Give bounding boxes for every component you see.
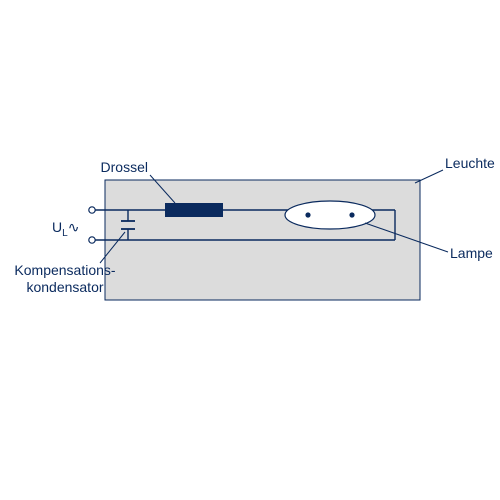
label-capacitor-line2: kondensator	[26, 279, 103, 295]
lamp	[285, 201, 375, 229]
label-drossel: Drossel	[101, 159, 148, 175]
label-capacitor-line1: Kompensations-	[14, 262, 116, 278]
terminal-bottom	[89, 237, 95, 243]
terminal-top	[89, 207, 95, 213]
ul-u: U	[52, 219, 62, 235]
leader-leuchte	[415, 170, 443, 183]
lamp-circuit-diagram: Drossel Leuchte Lampe Kompensations- kon…	[0, 0, 500, 500]
ac-symbol-icon: ∿	[68, 219, 80, 235]
drossel-choke	[165, 203, 223, 217]
label-lampe: Lampe	[450, 245, 493, 261]
label-ul: UL∿	[52, 219, 79, 239]
label-leuchte: Leuchte	[445, 155, 495, 171]
